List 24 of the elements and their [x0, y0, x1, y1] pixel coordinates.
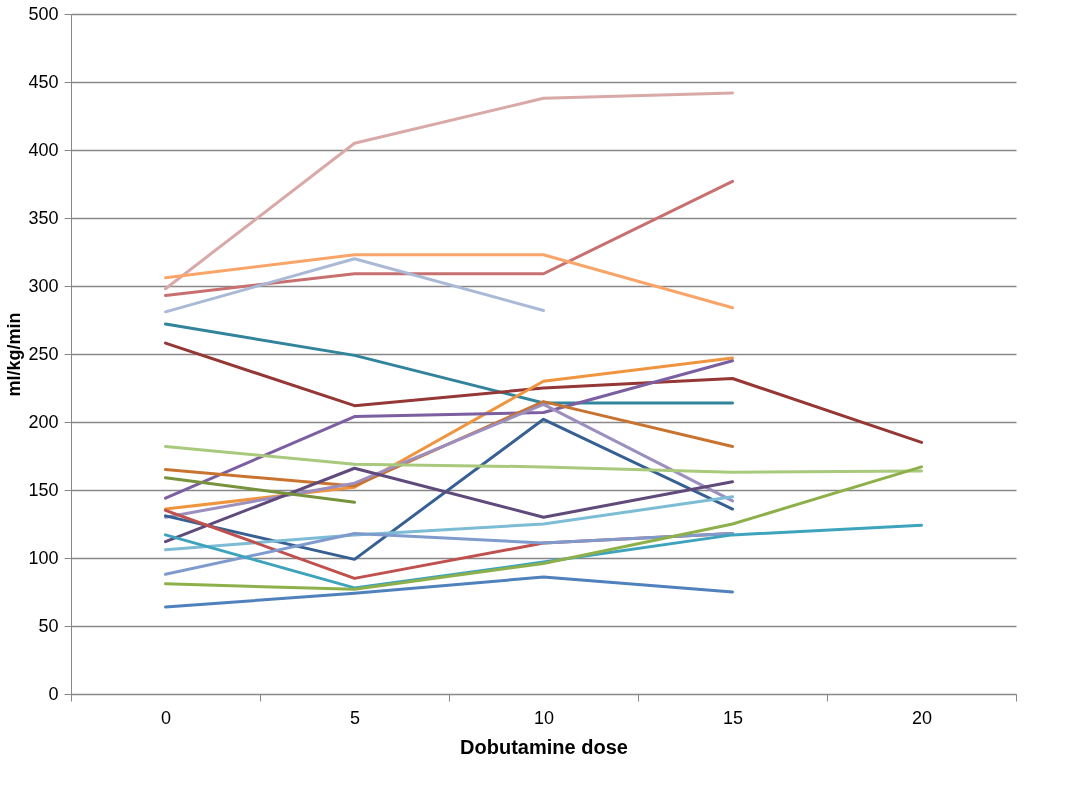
x-tick-label: 20 [911, 707, 933, 728]
y-tick-label: 400 [28, 139, 59, 160]
y-tick-label: 500 [28, 3, 59, 24]
line-series [164, 575, 734, 609]
y-tick-label: 250 [28, 343, 59, 364]
y-tick-label: 350 [28, 207, 59, 228]
line-series [164, 91, 734, 291]
x-tick-label: 0 [160, 707, 172, 728]
y-tick-label: 0 [48, 683, 59, 704]
x-axis-title: Dobutamine dose [460, 735, 628, 758]
x-tick-label: 15 [722, 707, 744, 728]
x-tick-label: 10 [533, 707, 555, 728]
line-series [164, 466, 734, 544]
y-tick-label: 200 [28, 411, 59, 432]
x-tick-label: 5 [349, 707, 361, 728]
line-series [164, 341, 923, 444]
y-tick-label: 300 [28, 275, 59, 296]
y-tick-label: 150 [28, 479, 59, 500]
y-tick-label: 50 [38, 615, 59, 636]
y-axis-title: ml/kg/min [4, 312, 25, 397]
line-series [164, 465, 923, 591]
line-series [164, 444, 923, 474]
y-tick-label: 100 [28, 547, 59, 568]
y-tick-label: 450 [28, 71, 59, 92]
